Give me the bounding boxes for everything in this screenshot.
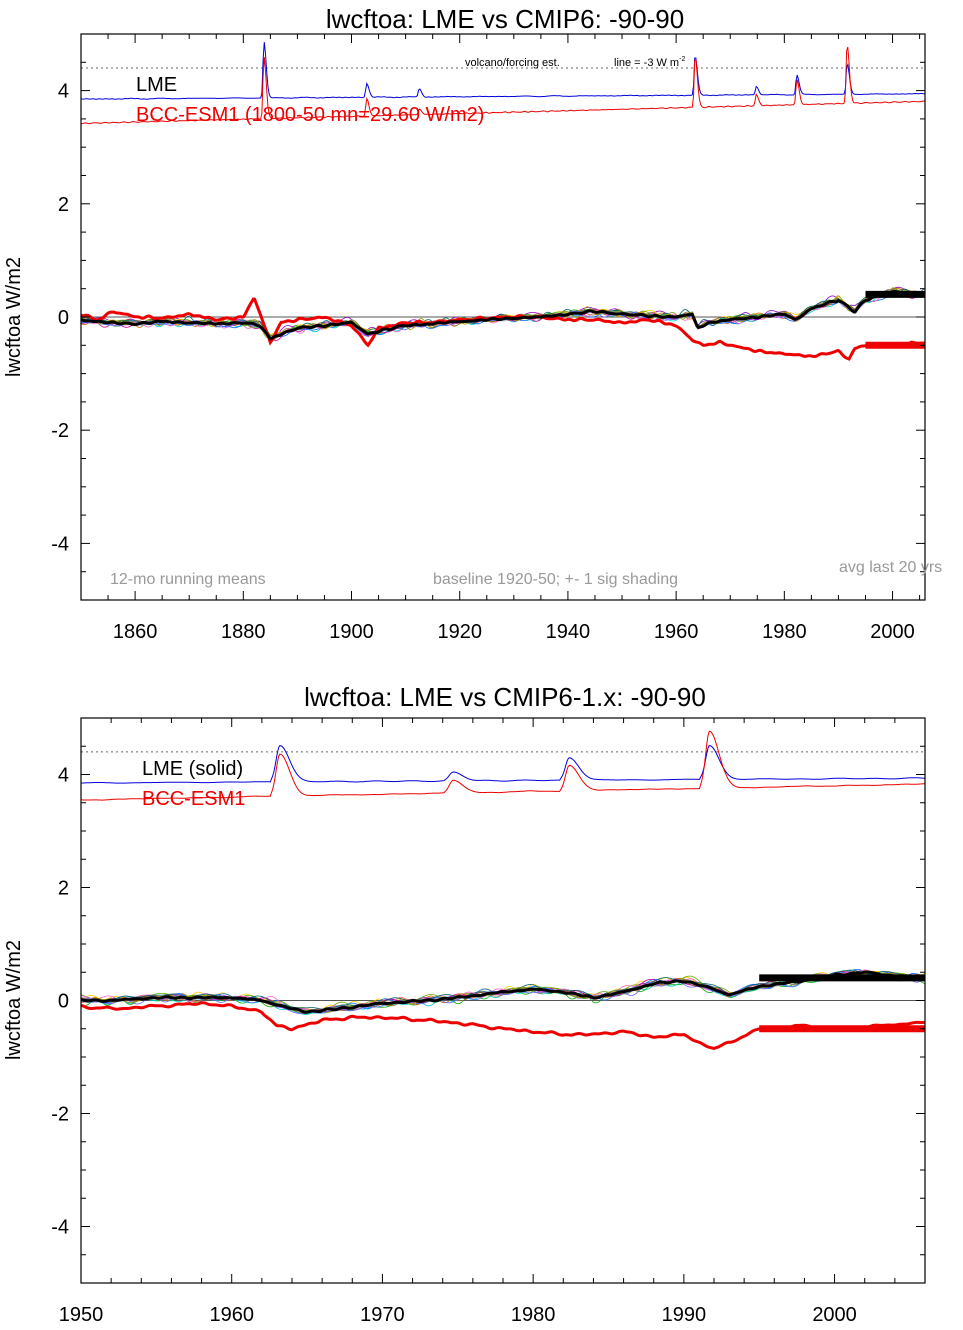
ensemble-member-line: [80, 287, 926, 340]
x-tick-label: 1860: [113, 621, 158, 643]
avg-last-note: avg last 20 yrs: [839, 559, 942, 576]
x-tick-label: 1900: [329, 621, 374, 643]
ensemble-member-line: [80, 289, 926, 337]
volcano-note: volcano/forcing est.: [465, 57, 560, 69]
legend-entry-bcc-esm1: BCC-ESM1: [142, 788, 245, 810]
ensemble-member-line: [80, 289, 926, 336]
x-tick-label: 1970: [360, 1304, 405, 1325]
forcing-curve-model: [81, 46, 926, 125]
x-tick-label: 1880: [221, 621, 266, 643]
x-tick-label: 1960: [654, 621, 699, 643]
line-note: line = -3 W m-2: [614, 56, 685, 69]
series-line-lme: [80, 289, 926, 341]
ensemble-member-line: [80, 972, 926, 1014]
chart-panel-bottom: lwcftoa: LME vs CMIP6-1.x: -90-90 lwcfto…: [3, 682, 926, 1326]
x-tick-label: 1940: [546, 621, 591, 643]
legend-entry-lme: LME: [136, 74, 177, 96]
x-tick-label: 1950: [59, 1304, 104, 1325]
y-tick-label: 0: [58, 307, 69, 329]
legend-entry-bcc-esm1: BCC-ESM1 (1800-50 mn=29.60 W/m2): [136, 104, 484, 126]
forcing-curve-lme: [80, 42, 926, 100]
forcing-curve-model: [80, 730, 925, 801]
y-tick-label: 0: [58, 991, 69, 1013]
y-tick-label: 4: [58, 765, 69, 787]
series-line-bcc-esm1: [80, 297, 926, 361]
x-tick-label: 1980: [511, 1304, 556, 1325]
chart-title: lwcftoa: LME vs CMIP6: -90-90: [326, 4, 684, 34]
x-tick-label: 1960: [209, 1304, 254, 1325]
forcing-curve-lme: [81, 745, 926, 784]
x-tick-label: 2000: [870, 621, 915, 643]
x-tick-label: 1980: [762, 621, 807, 643]
y-tick-label: -4: [51, 533, 69, 555]
y-axis-label: lwcftoa W/m2: [3, 257, 25, 377]
ensemble-member-line: [80, 288, 926, 336]
chart-panel-top: lwcftoa: LME vs CMIP6: -90-90 lwcftoa W/…: [3, 4, 942, 643]
baseline-note: baseline 1920-50; +- 1 sig shading: [433, 571, 678, 588]
x-tick-label: 2000: [812, 1304, 857, 1325]
y-axis-label: lwcftoa W/m2: [3, 940, 25, 1060]
y-tick-label: -4: [51, 1217, 69, 1239]
y-tick-label: 2: [58, 194, 69, 216]
series-line-lme: [80, 970, 926, 1014]
y-tick-label: -2: [51, 1104, 69, 1126]
y-tick-label: 2: [58, 878, 69, 900]
ensemble-member-line: [80, 286, 926, 341]
x-tick-label: 1990: [662, 1304, 707, 1325]
y-tick-label: 4: [58, 81, 69, 103]
y-tick-label: -2: [51, 420, 69, 442]
legend-entry-lme-solid: LME (solid): [142, 758, 243, 780]
plot-area: 1950 1960 1970 1980 1990 2000 -4 -2 0 2 4: [51, 717, 926, 1326]
chart-title: lwcftoa: LME vs CMIP6-1.x: -90-90: [304, 682, 706, 712]
running-mean-note: 12-mo running means: [110, 571, 266, 588]
plot-area: 1860 1880 1900 1920 1940 1960 1980 2000 -4 -2 0 2 4: [51, 33, 926, 643]
x-tick-label: 1920: [437, 621, 482, 643]
ensemble-member-line: [80, 290, 926, 336]
ensemble-member-line: [80, 288, 926, 339]
